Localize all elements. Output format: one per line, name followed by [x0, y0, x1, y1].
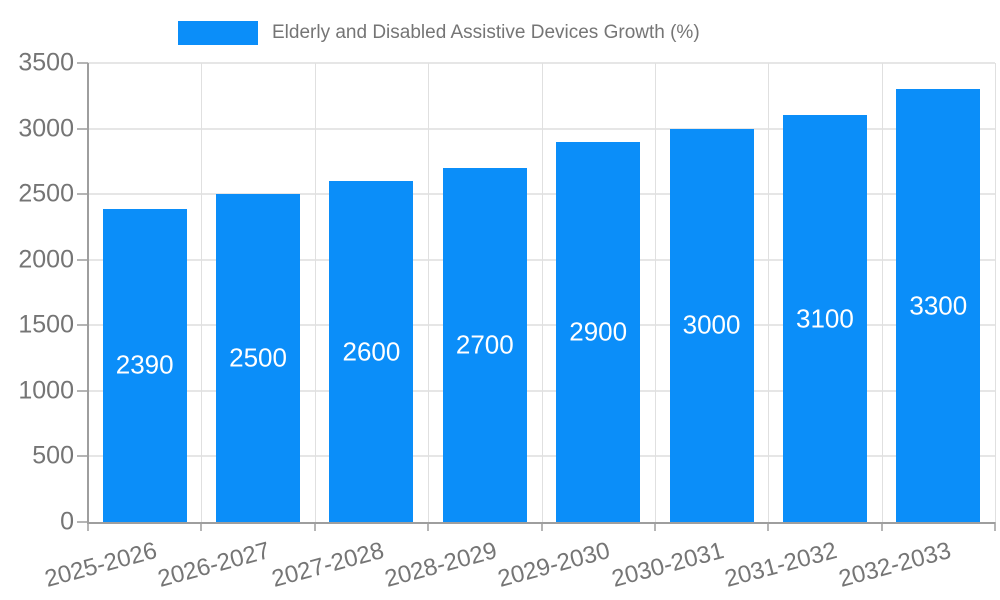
y-axis-label: 2000 [18, 245, 74, 274]
y-tick-mark [77, 62, 88, 64]
x-gridline [995, 63, 996, 522]
x-axis-label: 2032-2033 [835, 537, 954, 593]
x-gridline [654, 63, 656, 522]
y-axis-label: 3500 [18, 48, 74, 77]
y-axis-label: 500 [32, 441, 74, 470]
x-tick-mark [653, 522, 656, 531]
legend: Elderly and Disabled Assistive Devices G… [178, 16, 700, 50]
bar-value-label: 2900 [569, 316, 628, 347]
bar-value-label: 2500 [229, 342, 287, 373]
y-tick-mark [77, 521, 88, 523]
x-axis-label: 2029-2030 [495, 537, 614, 593]
x-tick-mark [540, 522, 543, 531]
y-tick-mark [77, 193, 88, 196]
x-gridline [881, 63, 883, 522]
y-tick-mark [77, 455, 88, 458]
x-axis-label: 2031-2032 [722, 537, 840, 593]
y-axis-label: 2500 [18, 179, 74, 208]
y-axis-label: 1000 [18, 376, 74, 405]
bar[interactable]: 2600 [329, 181, 414, 522]
x-gridline [768, 63, 770, 522]
x-axis-label: 2026-2027 [155, 537, 274, 593]
y-tick-mark [77, 324, 88, 327]
bar[interactable]: 2700 [442, 167, 527, 522]
x-axis-line [88, 522, 995, 524]
x-tick-mark [313, 522, 316, 531]
bar-value-label: 2390 [115, 349, 174, 380]
bar[interactable]: 3000 [669, 128, 754, 522]
x-gridline [428, 63, 430, 522]
bar[interactable]: 2500 [216, 194, 301, 522]
bar[interactable]: 3300 [896, 89, 981, 522]
bar-value-label: 3000 [682, 309, 741, 340]
y-axis-label: 1500 [18, 310, 74, 339]
y-tick-mark [77, 258, 88, 261]
legend-swatch [178, 21, 258, 45]
x-axis-label: 2028-2029 [381, 537, 500, 593]
x-tick-mark [767, 522, 770, 531]
x-tick-mark [427, 522, 430, 531]
y-axis-line [87, 63, 89, 524]
x-tick-mark [200, 522, 203, 531]
x-gridline [541, 63, 543, 522]
bar[interactable]: 2390 [102, 208, 187, 522]
bar-value-label: 2700 [455, 329, 514, 360]
bar-value-label: 3300 [909, 290, 968, 321]
bar[interactable]: 3100 [782, 115, 867, 522]
x-axis-label: 2025-2026 [41, 537, 160, 593]
x-tick-mark [880, 522, 883, 531]
x-gridline [201, 63, 203, 522]
y-axis-label: 3000 [18, 114, 74, 143]
x-gridline [314, 63, 316, 522]
bar[interactable]: 2900 [556, 141, 641, 522]
x-tick-mark [994, 522, 996, 531]
bar-value-label: 2600 [342, 336, 401, 366]
x-axis-label: 2030-2031 [608, 537, 727, 593]
y-tick-mark [77, 127, 88, 130]
y-tick-mark [77, 389, 88, 392]
bar-value-label: 3100 [796, 303, 854, 334]
legend-label: Elderly and Disabled Assistive Devices G… [272, 22, 700, 43]
x-tick-mark [87, 522, 89, 531]
y-axis-label: 0 [60, 507, 74, 536]
x-axis-label: 2027-2028 [268, 537, 387, 593]
